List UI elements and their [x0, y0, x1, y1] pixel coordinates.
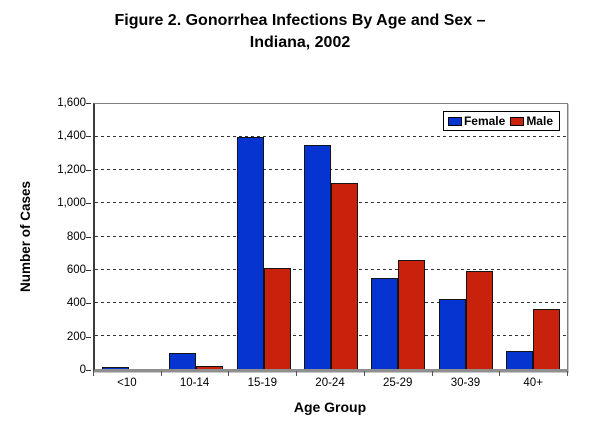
- x-tick-label-30-39: 30-39: [450, 377, 481, 389]
- bar-group-25-29: [365, 104, 432, 369]
- y-tick-label-600: 600: [66, 263, 86, 276]
- bar-group-20-24: [297, 104, 364, 369]
- bar-female-15-19: [236, 137, 264, 369]
- x-tick-mark: [296, 371, 298, 376]
- legend-swatch-female: [447, 116, 462, 126]
- bar-female-10-14: [169, 353, 197, 369]
- y-tick-mark: [86, 236, 91, 238]
- x-tick-label-40+: 40+: [523, 377, 543, 389]
- x-tick-mark: [567, 371, 568, 376]
- bar-male-30-39: [465, 271, 493, 369]
- y-tick-mark: [86, 136, 91, 138]
- y-tick-label-1,600: 1,600: [57, 97, 86, 109]
- legend-item-female: Female: [447, 114, 506, 128]
- bar-female-20-24: [304, 145, 331, 369]
- bar-group-<10: [95, 104, 162, 369]
- x-tick-mark: [499, 371, 501, 376]
- y-tick-mark: [86, 203, 91, 205]
- x-axis-tick-labels: <10 10-14 15-19 20-24 25-29 30-39 40+: [93, 377, 567, 389]
- gridline-1200: [95, 169, 567, 171]
- x-tick-label-<10: <10: [117, 377, 137, 389]
- y-tick-label-1,200: 1,200: [57, 163, 86, 176]
- legend-label-male: Male: [526, 114, 553, 128]
- bar-male-15-19: [263, 267, 291, 369]
- y-tick-label-0: 0: [79, 364, 86, 376]
- y-tick-mark: [86, 336, 91, 338]
- legend-item-male: Male: [510, 114, 553, 128]
- y-tick-mark: [86, 169, 91, 171]
- x-tick-mark: [160, 371, 162, 376]
- bar-male-40+: [533, 309, 561, 369]
- y-tick-label-1,400: 1,400: [57, 130, 86, 143]
- bar-male-20-24: [330, 182, 358, 369]
- bar-male-25-29: [398, 259, 426, 369]
- bar-female-40+: [506, 350, 534, 369]
- plot-area: Female Male: [93, 103, 568, 372]
- y-tick-label-800: 800: [66, 230, 86, 243]
- legend: Female Male: [442, 111, 560, 131]
- bars-layer: [95, 104, 567, 369]
- bar-male-10-14: [196, 365, 224, 369]
- legend-label-female: Female: [463, 114, 506, 128]
- bar-female-30-39: [438, 298, 466, 369]
- chart-title-line1: Figure 2. Gonorrhea Infections By Age an…: [114, 12, 486, 29]
- x-tick-mark: [93, 371, 94, 376]
- gridline-1400: [95, 136, 567, 138]
- y-tick-label-200: 200: [66, 330, 86, 343]
- x-tick-label-10-14: 10-14: [179, 377, 210, 389]
- x-tick-label-15-19: 15-19: [247, 377, 277, 389]
- bar-group-10-14: [162, 104, 229, 369]
- x-tick-mark: [228, 371, 230, 376]
- y-tick-label-1,000: 1,000: [57, 197, 86, 210]
- x-tick-label-25-29: 25-29: [383, 377, 413, 389]
- y-tick-mark: [86, 370, 91, 371]
- x-tick-mark: [363, 371, 365, 376]
- bar-group-15-19: [230, 104, 297, 369]
- bar-group-40+: [500, 104, 567, 369]
- y-tick-mark: [86, 269, 91, 271]
- chart-title-line2: Indiana, 2002: [249, 34, 351, 51]
- bar-group-30-39: [432, 104, 499, 369]
- x-tick-mark: [431, 371, 433, 376]
- x-tick-label-20-24: 20-24: [315, 377, 345, 389]
- bar-female-25-29: [371, 277, 399, 369]
- y-axis-tick-labels: 0 200 400 600 800 1,000 1,200 1,400 1,600: [0, 97, 86, 376]
- y-tick-mark: [86, 303, 91, 305]
- x-axis-title: Age Group: [293, 399, 367, 415]
- y-tick-label-400: 400: [66, 297, 86, 310]
- bar-female-<10: [101, 367, 129, 369]
- y-tick-mark: [86, 103, 91, 104]
- chart-title: Figure 2. Gonorrhea Infections By Age an…: [0, 10, 600, 54]
- legend-swatch-male: [510, 116, 525, 126]
